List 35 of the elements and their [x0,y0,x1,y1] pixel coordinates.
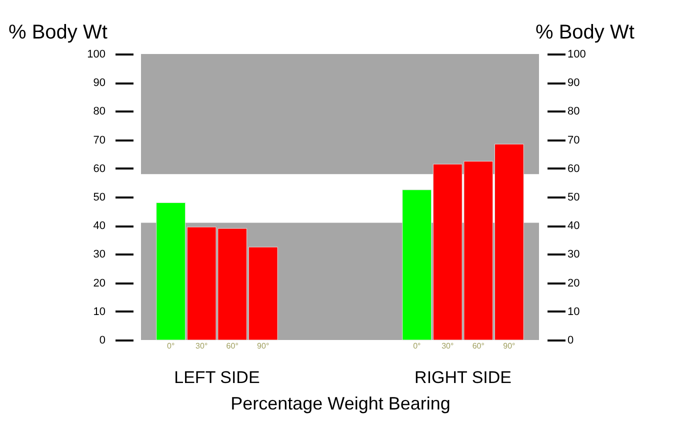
x-axis-title: Percentage Weight Bearing [230,394,450,414]
text: LEFT SIDE [174,368,260,387]
x-tick-label: 60° [226,342,238,350]
text: RIGHT SIDE [414,368,512,387]
y2-tick-label: 60 [568,162,580,175]
x-tick-label: 90° [503,342,516,350]
x-tick-label: 30° [196,342,208,350]
y2-tick-label: 20 [568,277,580,290]
y2-tick-label: 10 [568,306,580,318]
x-tick-label: 0° [167,342,175,350]
y-tick-label: 50 [93,192,106,204]
y2-tick-label: 90 [568,77,580,90]
y-tick-label: 0 [99,334,106,346]
x-tick-label: 30° [442,342,454,350]
y-tick-label: 90 [93,77,106,90]
y-tick-label: 60 [93,162,106,175]
x-tick-label: 60° [472,342,484,350]
y2-tick-label: 70 [568,134,580,146]
y-tick-label: 30 [93,248,106,261]
y-tick-label: 80 [93,106,106,118]
y2-tick-label: 100 [568,48,586,60]
x-tick-label: 90° [257,342,270,350]
y-axis-title: % Body Wt [8,22,108,44]
y-tick-label: 20 [93,277,106,290]
y-tick-label: 70 [93,134,106,146]
y2-tick-label: 30 [568,248,580,261]
y2-axis-title: % Body Wt [536,22,635,44]
y-tick-label: 100 [87,48,106,60]
y-tick-label: 10 [93,306,106,318]
y-tick-label: 40 [93,220,106,232]
y2-tick-label: 50 [568,192,580,204]
y2-tick-label: 40 [568,220,580,232]
x-tick-label: 0° [413,342,421,350]
y2-tick-label: 80 [568,106,580,118]
y2-tick-label: 0 [568,334,574,346]
